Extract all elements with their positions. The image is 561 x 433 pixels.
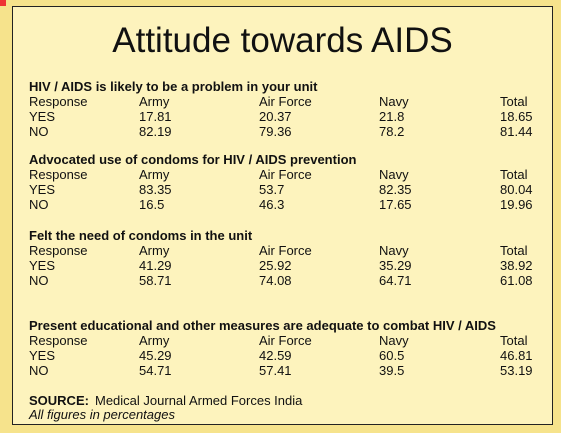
table-cell: 64.71 <box>379 273 412 288</box>
title: Attitude towards AIDS <box>112 21 453 60</box>
table-cell: 21.8 <box>379 109 405 124</box>
section-heading: Present educational and other measures a… <box>29 318 496 333</box>
table-cell: NO <box>29 273 49 288</box>
column-header: Army <box>139 94 170 109</box>
table-cell: 17.65 <box>379 197 412 212</box>
table-cell: 16.5 <box>139 197 165 212</box>
column-header: Response <box>29 167 88 182</box>
table-card: Attitude towards AIDS HIV / AIDS is like… <box>12 6 553 425</box>
column-header: Total <box>500 167 528 182</box>
column-header: Total <box>500 243 528 258</box>
column-header: Army <box>139 167 170 182</box>
table-cell: NO <box>29 363 49 378</box>
section-heading: Felt the need of condoms in the unit <box>29 228 253 243</box>
table-cell: 53.19 <box>500 363 533 378</box>
table-cell: 17.81 <box>139 109 172 124</box>
column-header: Navy <box>379 94 409 109</box>
source-text: Medical Journal Armed Forces India <box>95 393 303 408</box>
table-cell: 45.29 <box>139 348 172 363</box>
section-heading: HIV / AIDS is likely to be a problem in … <box>29 79 318 94</box>
table-cell: 25.92 <box>259 258 292 273</box>
table-cell: YES <box>29 348 56 363</box>
table-cell: 74.08 <box>259 273 292 288</box>
corner-icon <box>0 0 6 6</box>
table-cell: 82.19 <box>139 124 172 139</box>
table-cell: YES <box>29 258 56 273</box>
column-header: Air Force <box>259 167 312 182</box>
table-cell: 42.59 <box>259 348 292 363</box>
table-cell: 39.5 <box>379 363 405 378</box>
table-cell: 60.5 <box>379 348 405 363</box>
table-cell: YES <box>29 109 56 124</box>
table-cell: 83.35 <box>139 182 172 197</box>
table-cell: 53.7 <box>259 182 285 197</box>
table-cell: 20.37 <box>259 109 292 124</box>
table-cell: 58.71 <box>139 273 172 288</box>
column-header: Response <box>29 94 88 109</box>
column-header: Total <box>500 333 528 348</box>
table-cell: 35.29 <box>379 258 412 273</box>
column-header: Navy <box>379 167 409 182</box>
column-header: Air Force <box>259 94 312 109</box>
table-cell: YES <box>29 182 56 197</box>
table-cell: 18.65 <box>500 109 533 124</box>
column-header: Total <box>500 94 528 109</box>
table-cell: 81.44 <box>500 124 533 139</box>
column-header: Navy <box>379 333 409 348</box>
column-header: Air Force <box>259 243 312 258</box>
table-cell: 82.35 <box>379 182 412 197</box>
column-header: Response <box>29 243 88 258</box>
column-header: Army <box>139 333 170 348</box>
table-cell: 46.3 <box>259 197 285 212</box>
column-header: Air Force <box>259 333 312 348</box>
table-cell: NO <box>29 197 49 212</box>
table-cell: 19.96 <box>500 197 533 212</box>
table-cell: 38.92 <box>500 258 533 273</box>
source-label: SOURCE: <box>29 393 89 408</box>
column-header: Army <box>139 243 170 258</box>
table-cell: 61.08 <box>500 273 533 288</box>
note: All figures in percentages <box>29 407 175 422</box>
column-header: Response <box>29 333 88 348</box>
table-cell: 41.29 <box>139 258 172 273</box>
table-cell: 57.41 <box>259 363 292 378</box>
section-heading: Advocated use of condoms for HIV / AIDS … <box>29 152 357 167</box>
table-cell: 78.2 <box>379 124 405 139</box>
table-cell: 79.36 <box>259 124 292 139</box>
table-cell: 46.81 <box>500 348 533 363</box>
table-cell: 54.71 <box>139 363 172 378</box>
column-header: Navy <box>379 243 409 258</box>
table-cell: NO <box>29 124 49 139</box>
table-cell: 80.04 <box>500 182 533 197</box>
